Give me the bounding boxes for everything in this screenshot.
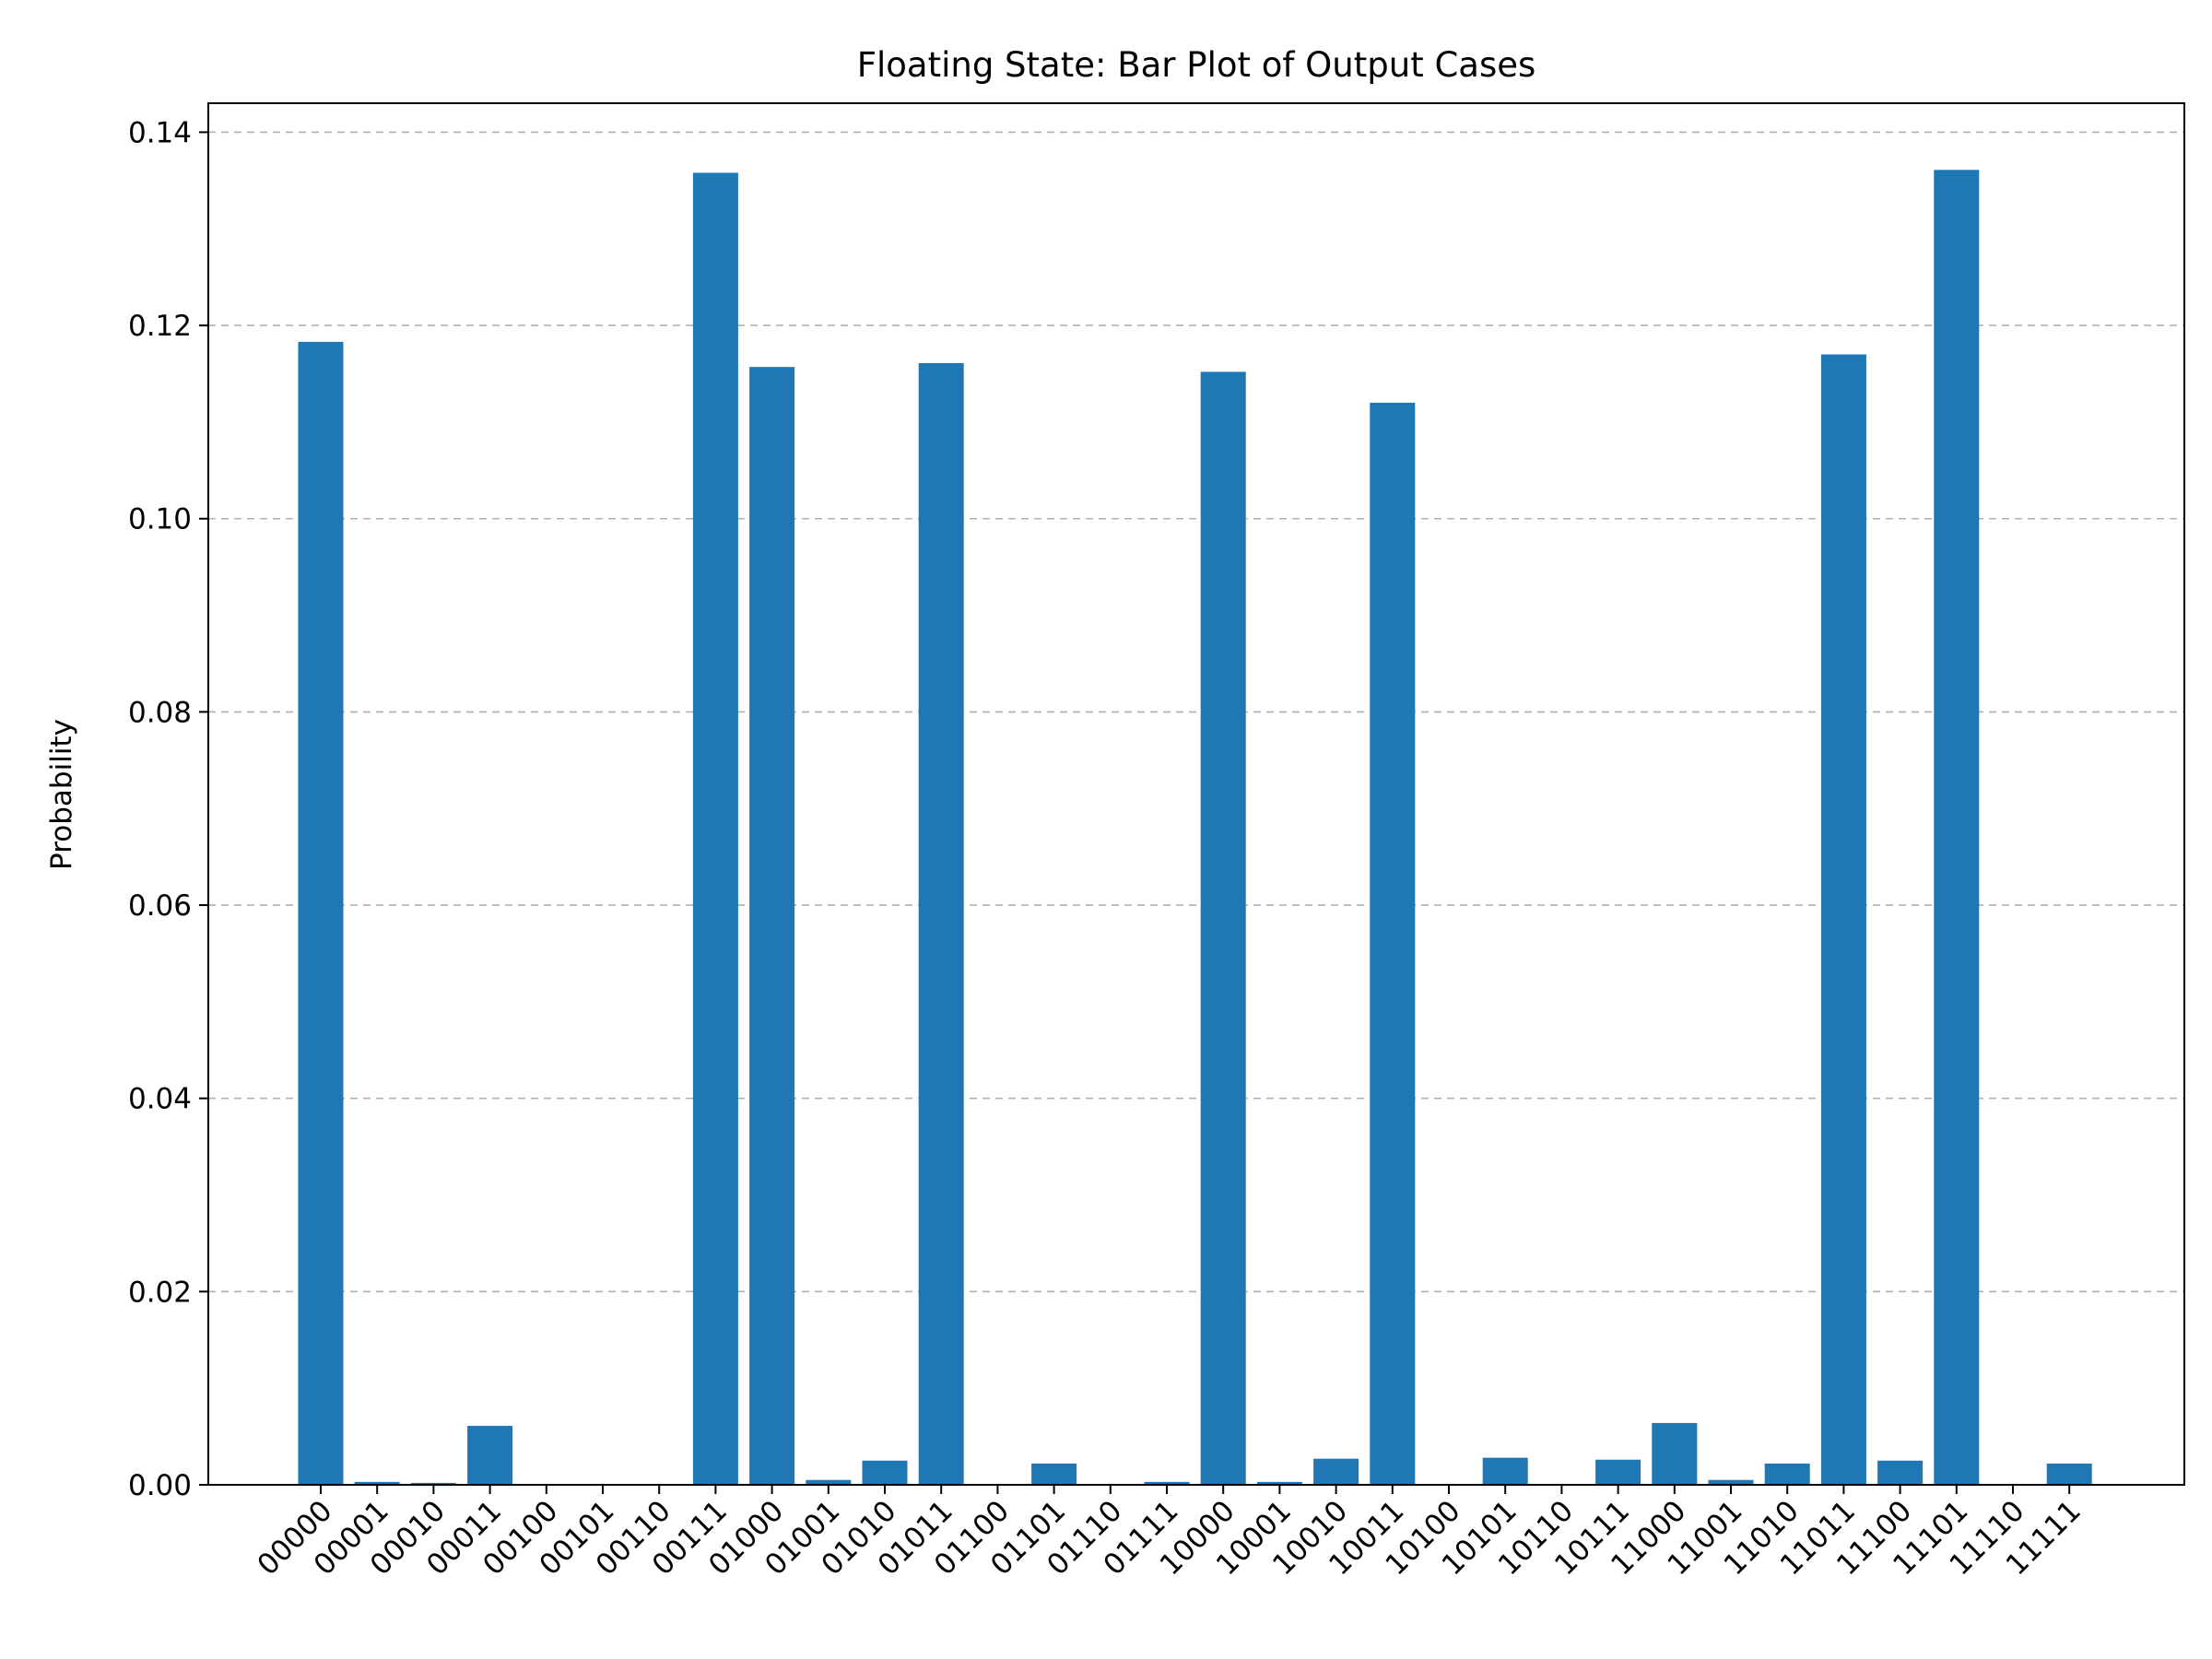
bar-00011 [467, 1426, 513, 1485]
y-tick-label: 0.04 [128, 1083, 192, 1116]
bar-10011 [1370, 402, 1416, 1486]
bar-11011 [1820, 354, 1866, 1486]
y-tick-label: 0.12 [128, 310, 192, 343]
bar-00001 [354, 1481, 400, 1485]
bar-10101 [1482, 1457, 1528, 1485]
bar-01001 [806, 1479, 852, 1485]
bar-00010 [410, 1482, 456, 1485]
chart-title: Floating State: Bar Plot of Output Cases [857, 45, 1536, 85]
bar-11100 [1877, 1460, 1924, 1485]
bar-10010 [1313, 1458, 1359, 1485]
bar-10001 [1256, 1481, 1302, 1485]
y-tick-label: 0.00 [128, 1469, 192, 1502]
bar-00111 [692, 172, 738, 1485]
y-tick-label: 0.08 [128, 696, 192, 729]
x-axis: 0000000001000100001100100001010011000111… [251, 1485, 2088, 1582]
y-axis-label: Probability [45, 719, 78, 870]
y-tick-label: 0.06 [128, 889, 192, 923]
y-axis: 0.00 0.02 0.04 0.06 0.08 0.10 0.12 0.14 [128, 116, 208, 1502]
bar-11001 [1708, 1479, 1754, 1485]
bar-10111 [1595, 1459, 1641, 1485]
y-tick-label: 0.10 [128, 503, 192, 536]
bar-01111 [1144, 1481, 1190, 1485]
bar-01010 [862, 1460, 908, 1485]
bar-01000 [749, 367, 795, 1485]
bar-11000 [1652, 1422, 1698, 1485]
bar-01101 [1031, 1463, 1077, 1485]
plot-frame [207, 102, 2185, 1486]
bar-01011 [918, 362, 964, 1485]
bar-10000 [1200, 371, 1246, 1486]
bars [298, 170, 2092, 1486]
bar-11111 [2046, 1463, 2092, 1485]
y-tick-label: 0.02 [128, 1276, 192, 1309]
y-tick-label: 0.14 [128, 116, 192, 149]
bar-11010 [1764, 1463, 1810, 1485]
bar-11101 [1934, 170, 1980, 1486]
gridlines [208, 131, 2184, 1293]
bar-00000 [298, 341, 344, 1485]
